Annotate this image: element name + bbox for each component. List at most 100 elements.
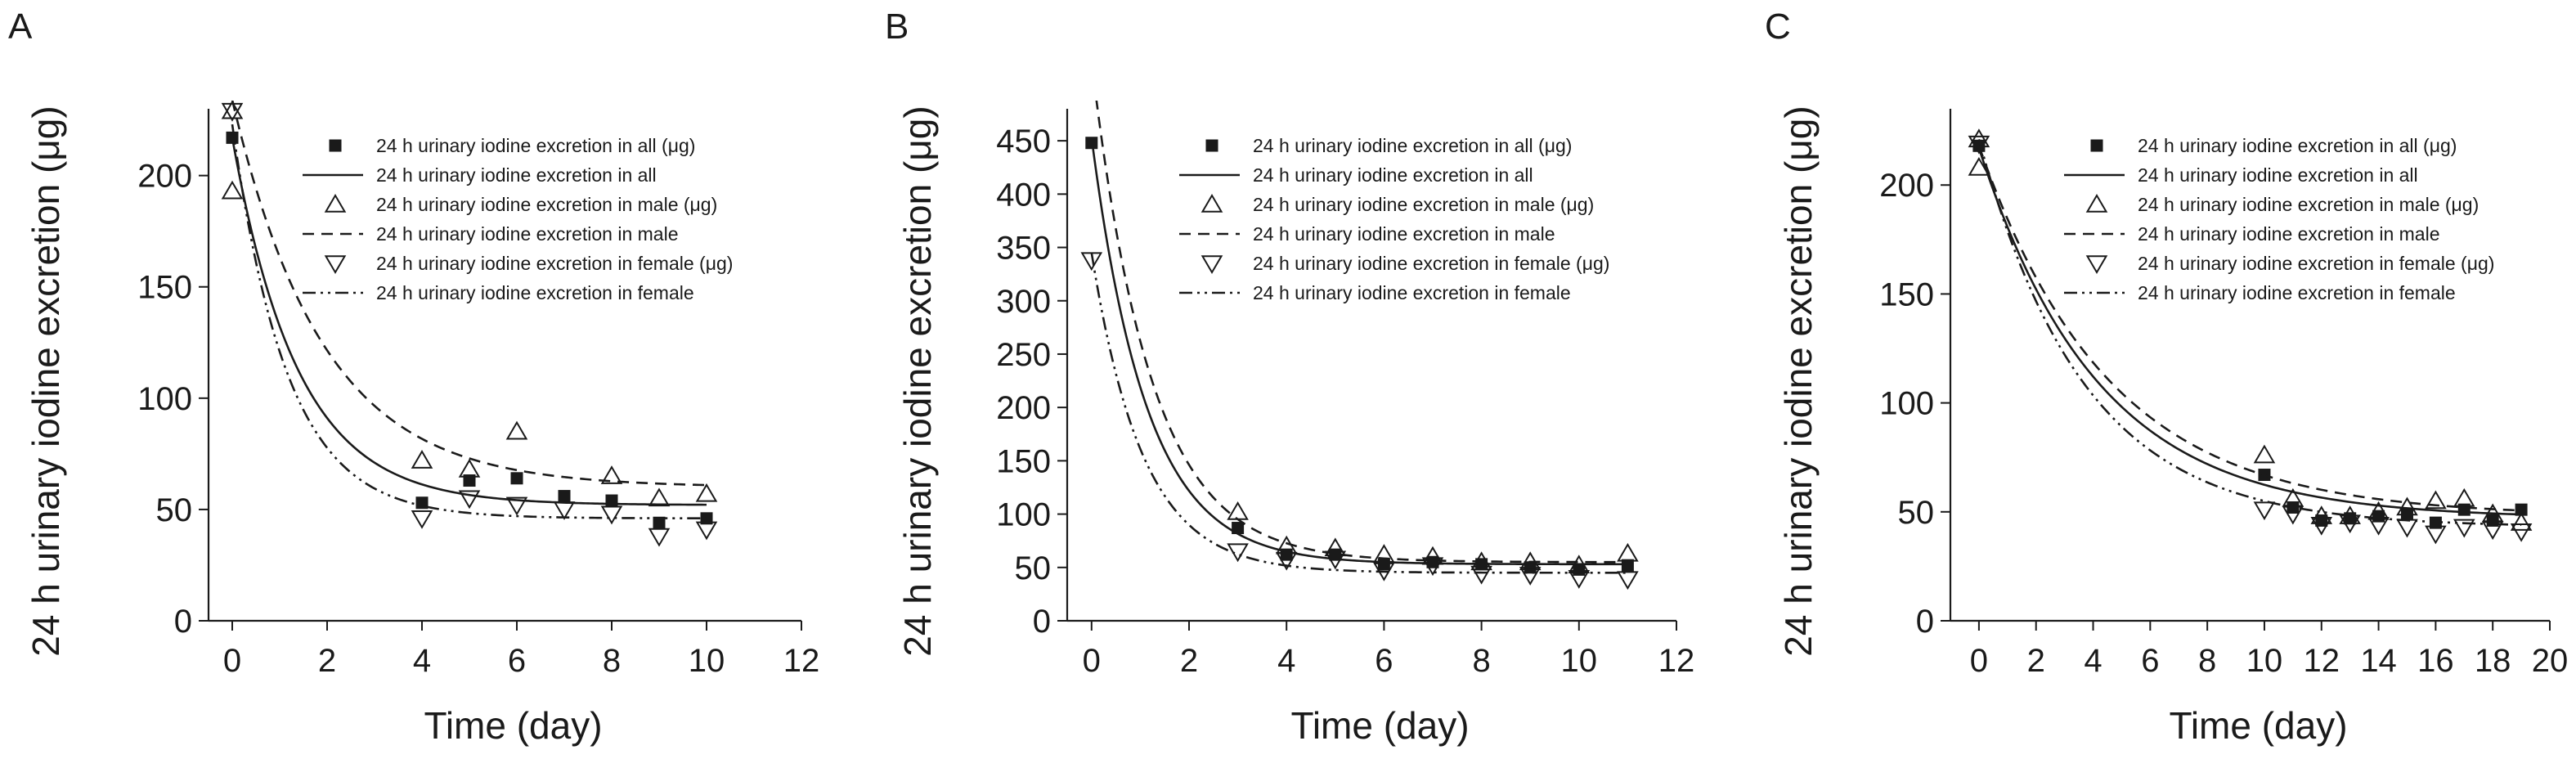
data-point-triangle-up <box>2453 487 2475 507</box>
x-tick-label: 16 <box>2417 643 2454 679</box>
y-tick-label: 450 <box>996 124 1051 159</box>
y-tick-label: 250 <box>996 337 1051 373</box>
data-point-triangle-up <box>1617 542 1639 562</box>
data-point-triangle-up <box>600 465 623 484</box>
x-tick-label: 8 <box>2198 643 2216 679</box>
data-point-triangle-down <box>1227 543 1249 563</box>
legend-entry: 24 h urinary iodine excretion in all <box>2138 164 2418 186</box>
fit-curve-dashdot <box>1977 138 2522 526</box>
legend-marker-triangle-down <box>324 255 347 274</box>
x-tick-label: 0 <box>1083 643 1101 679</box>
legend-marker-triangle-down <box>1200 255 1223 274</box>
panel-label: C <box>1765 7 1791 47</box>
x-tick-label: 6 <box>2141 643 2159 679</box>
x-axis-title: Time (day) <box>424 704 602 747</box>
data-point-triangle-up <box>695 483 718 502</box>
x-tick-label: 6 <box>1375 643 1393 679</box>
data-point-triangle-down <box>1568 570 1591 589</box>
x-tick-label: 20 <box>2532 643 2569 679</box>
data-point-square <box>2315 514 2328 527</box>
legend-entry: 24 h urinary iodine excretion in female … <box>1253 253 1609 274</box>
x-tick-label: 10 <box>689 643 725 679</box>
legend-entry: 24 h urinary iodine excretion in male (μ… <box>2138 194 2479 215</box>
x-tick-label: 2 <box>318 643 336 679</box>
x-tick-label: 6 <box>508 643 526 679</box>
x-tick-label: 8 <box>603 643 621 679</box>
data-point-triangle-up <box>2310 505 2333 524</box>
data-point-triangle-down <box>1324 550 1347 570</box>
x-tick-label: 12 <box>1658 643 1695 679</box>
chart-panel-b: B 0 50 100 150 200 250 300 350 400 450 0 2 4 6 8 10 12 Tim… <box>885 7 1694 747</box>
data-point-triangle-down <box>221 102 244 122</box>
data-point-triangle-up <box>221 180 244 200</box>
data-point-square <box>2515 503 2528 516</box>
data-point-triangle-down <box>458 490 481 510</box>
data-point-triangle-up <box>2481 503 2504 523</box>
data-point-triangle-up <box>221 100 244 119</box>
legend-marker-square <box>1205 139 1218 152</box>
data-point-triangle-up <box>2425 490 2447 510</box>
data-point-triangle-down <box>1968 135 1990 155</box>
data-point-triangle-up <box>2510 512 2533 531</box>
legend-entry: 24 h urinary iodine excretion in all (μg… <box>1253 135 1572 156</box>
x-tick-label: 18 <box>2475 643 2511 679</box>
legend-entry: 24 h urinary iodine excretion in all <box>376 164 657 186</box>
data-point-triangle-up <box>1968 156 1990 176</box>
data-point-triangle-up <box>458 458 481 478</box>
chart-panel-c: C 0 50 100 150 200 0 2 4 6 8 10 12 14 16 18 20 Time (day)… <box>1765 7 2568 747</box>
x-tick-label: 14 <box>2360 643 2397 679</box>
data-point-triangle-up <box>505 420 528 440</box>
data-point-square <box>510 472 523 485</box>
data-point-triangle-down <box>648 528 671 547</box>
y-tick-label: 100 <box>137 381 192 417</box>
legend-entry: 24 h urinary iodine excretion in female … <box>2138 253 2494 274</box>
data-point-triangle-down <box>2310 516 2333 536</box>
legend-marker-triangle-up <box>324 194 347 213</box>
data-point-triangle-down <box>600 505 623 525</box>
legend-entry: 24 h urinary iodine excretion in male (μ… <box>376 194 717 215</box>
x-tick-label: 0 <box>223 643 241 679</box>
y-tick-label: 400 <box>996 177 1051 213</box>
y-tick-label: 0 <box>1033 604 1051 640</box>
y-tick-label: 150 <box>1879 276 1934 312</box>
data-point-triangle-down <box>553 501 576 520</box>
data-point-triangle-down <box>695 521 718 541</box>
data-point-triangle-down <box>1519 567 1542 586</box>
y-tick-label: 0 <box>1916 604 1934 640</box>
y-tick-label: 50 <box>1898 495 1935 531</box>
y-tick-label: 50 <box>1015 550 1052 586</box>
data-point-square <box>558 490 571 503</box>
data-point-triangle-up <box>1373 544 1395 563</box>
legend-entry: 24 h urinary iodine excretion in male <box>376 223 678 245</box>
legend-marker-square <box>329 139 342 152</box>
x-tick-label: 4 <box>413 643 431 679</box>
x-axis-title: Time (day) <box>1290 704 1469 747</box>
legend-entry: 24 h urinary iodine excretion in female <box>2138 282 2456 303</box>
data-point-triangle-down <box>2367 516 2390 536</box>
y-tick-label: 200 <box>1879 168 1934 204</box>
legend-entry: 24 h urinary iodine excretion in all (μg… <box>376 135 695 156</box>
data-point-triangle-up <box>1421 546 1444 565</box>
panel-label: A <box>8 7 33 47</box>
y-tick-label: 100 <box>1879 386 1934 422</box>
fit-curve-dashed <box>1095 101 1628 564</box>
legend-marker-square <box>2090 139 2103 152</box>
x-tick-label: 2 <box>2027 643 2045 679</box>
fit-curve-dashed <box>231 101 707 487</box>
data-point-triangle-down <box>2425 525 2447 545</box>
fit-curve-dashed <box>1977 145 2522 512</box>
legend-entry: 24 h urinary iodine excretion in male <box>2138 223 2439 245</box>
data-point-triangle-down <box>2396 519 2418 538</box>
x-tick-label: 4 <box>2084 643 2102 679</box>
data-point-triangle-down <box>411 510 433 529</box>
fit-curve-dashdot <box>231 124 707 520</box>
legend-entry: 24 h urinary iodine excretion in female <box>376 282 694 303</box>
y-axis-title: 24 h urinary iodine excretion (μg) <box>896 106 939 656</box>
y-axis-title: 24 h urinary iodine excretion (μg) <box>25 106 67 656</box>
x-tick-label: 2 <box>1180 643 1198 679</box>
y-tick-label: 200 <box>137 159 192 195</box>
x-tick-label: 4 <box>1277 643 1295 679</box>
data-point-square <box>2372 510 2385 523</box>
legend: 24 h urinary iodine excretion in all (μg… <box>2064 135 2494 303</box>
